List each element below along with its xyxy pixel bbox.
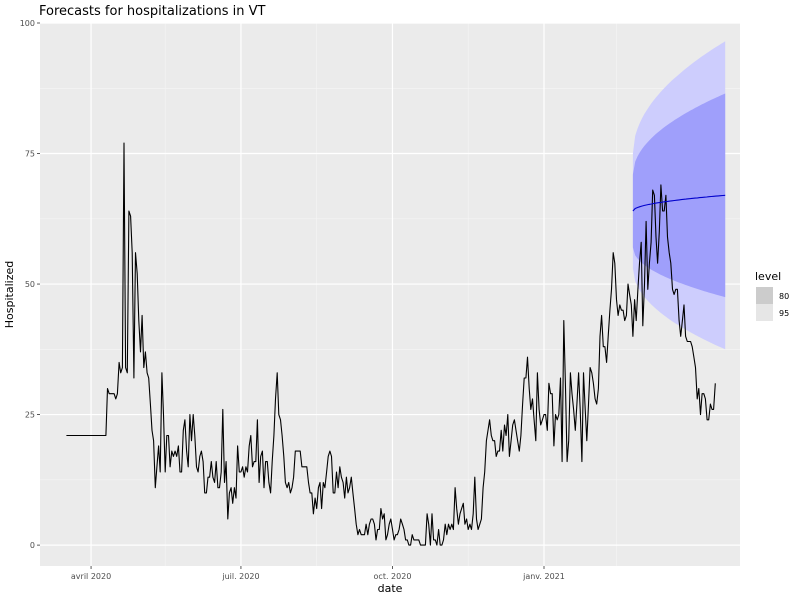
y-tick-label: 25 bbox=[25, 411, 35, 420]
data-lines bbox=[66, 142, 726, 546]
legend-title: level bbox=[755, 270, 781, 283]
grid-lines bbox=[40, 22, 740, 566]
legend: level 80 95 bbox=[755, 270, 789, 321]
legend-label-95: 95 bbox=[779, 309, 789, 318]
x-tick-label: juil. 2020 bbox=[221, 572, 259, 581]
observed-line bbox=[66, 142, 716, 546]
axes: 0 25 50 75 100 avril 2020 juil. 2020 oct. 2020 j… bbox=[20, 19, 565, 581]
x-tick-label: avril 2020 bbox=[71, 572, 111, 581]
plot-panel bbox=[40, 23, 740, 566]
y-tick-label: 100 bbox=[20, 19, 35, 28]
chart-title: Forecasts for hospitalizations in VT bbox=[39, 4, 266, 19]
x-tick-label: oct. 2020 bbox=[374, 572, 412, 581]
forecast-intervals bbox=[632, 41, 726, 350]
y-axis-label: Hospitalized bbox=[3, 261, 16, 328]
x-tick-label: janv. 2021 bbox=[522, 572, 565, 581]
forecast-band-80 bbox=[632, 93, 726, 298]
y-tick-label: 0 bbox=[30, 541, 35, 550]
legend-key-80 bbox=[756, 287, 773, 304]
panel-background bbox=[40, 23, 740, 566]
legend-label-80: 80 bbox=[779, 292, 789, 301]
y-tick-label: 50 bbox=[25, 280, 35, 289]
forecast-mean-line bbox=[632, 194, 726, 212]
y-tick-label: 75 bbox=[25, 150, 35, 159]
legend-key-95 bbox=[756, 304, 773, 321]
x-axis-label: date bbox=[378, 582, 403, 595]
